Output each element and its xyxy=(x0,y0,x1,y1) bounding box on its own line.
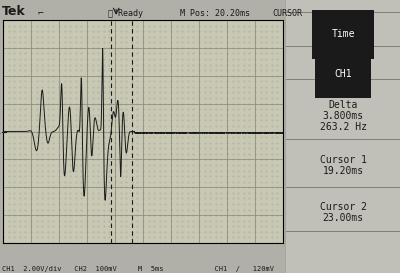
Text: ⌐: ⌐ xyxy=(38,8,44,18)
Text: CURSOR: CURSOR xyxy=(272,9,302,18)
Text: Type: Type xyxy=(331,18,355,28)
Text: CH1  2.00V/div   CH2  100mV     M  5ms            CH1  /   120mV: CH1 2.00V/div CH2 100mV M 5ms CH1 / 120m… xyxy=(2,266,274,272)
Text: Ⓡ Ready: Ⓡ Ready xyxy=(108,9,143,18)
Text: 23.00ms: 23.00ms xyxy=(322,213,364,223)
Text: 19.20ms: 19.20ms xyxy=(322,166,364,176)
Text: Delta: Delta xyxy=(328,100,358,110)
Text: Time: Time xyxy=(331,29,355,39)
Text: 1: 1 xyxy=(0,127,1,136)
Text: 3.800ms: 3.800ms xyxy=(322,111,364,121)
Text: Cursor 2: Cursor 2 xyxy=(320,203,366,212)
Text: Cursor 1: Cursor 1 xyxy=(320,155,366,165)
Text: Tek: Tek xyxy=(2,5,26,18)
Text: Source: Source xyxy=(325,58,361,68)
Text: M Pos: 20.20ms: M Pos: 20.20ms xyxy=(180,9,250,18)
Text: CH1: CH1 xyxy=(334,69,352,79)
Text: 263.2 Hz: 263.2 Hz xyxy=(320,122,366,132)
